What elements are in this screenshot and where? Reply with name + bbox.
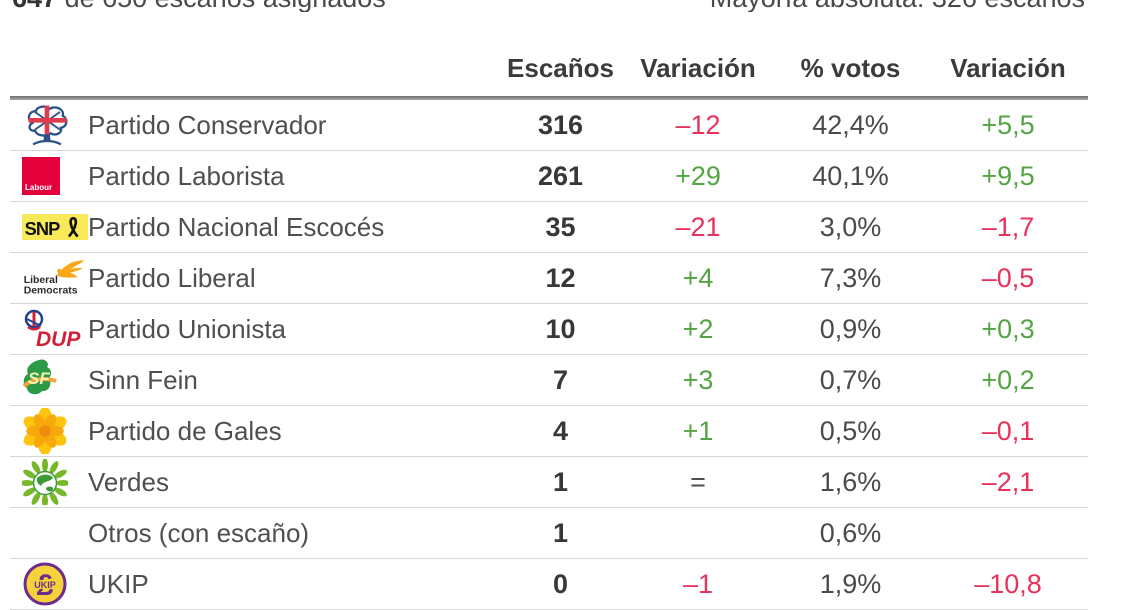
absolute-majority-text: Mayoría absoluta: 326 escaños	[710, 0, 1085, 12]
green-party-logo-icon	[10, 459, 88, 505]
seat-change-value: +4	[682, 262, 714, 293]
seats-value: 261	[537, 160, 584, 191]
sinn-fein-logo-icon: SF	[10, 358, 88, 402]
seats-value: 1	[552, 466, 569, 497]
row-partido-unionista: DUP Partido Unionista 10 +2 0,9% +0,3	[10, 304, 1088, 355]
seats-value: 0	[552, 568, 569, 599]
pct-change-value: +0,3	[981, 313, 1035, 344]
pct-change-value: –10,8	[974, 568, 1042, 599]
seat-change-value: +29	[675, 160, 721, 191]
vote-pct-value: 0,7%	[819, 364, 882, 395]
seats-value: 12	[545, 262, 576, 293]
vote-pct-value: 0,9%	[819, 313, 882, 344]
row-partido-nacional-escoces: SNP Partido Nacional Escocés 35 –21 3,0%…	[10, 202, 1088, 253]
header-seat-change: Variación	[640, 53, 756, 83]
seat-change-value: +2	[682, 313, 714, 344]
table-header: Escaños Variación % votos Variación	[10, 12, 1088, 96]
libdem-logo-icon: Liberal Democrats	[10, 257, 88, 299]
conservative-party-logo-icon	[10, 102, 88, 148]
seats-value: 10	[545, 313, 576, 344]
seat-change-value: –1	[682, 568, 714, 599]
vote-pct-value: 0,6%	[819, 517, 882, 548]
seat-change-value: +1	[682, 415, 714, 446]
assigned-seats-count: 647	[12, 0, 57, 12]
row-partido-laborista: Labour Partido Laborista 261 +29 40,1% +…	[10, 151, 1088, 202]
header-divider	[10, 96, 1088, 100]
row-verdes: Verdes 1 = 1,6% –2,1	[10, 457, 1088, 508]
vote-pct-value: 1,6%	[819, 466, 882, 497]
pct-change-value: +9,5	[981, 160, 1035, 191]
svg-text:DUP: DUP	[36, 328, 81, 350]
party-name: Partido Liberal	[88, 262, 256, 293]
vote-pct-value: 40,1%	[812, 160, 889, 191]
seats-value: 35	[545, 211, 576, 242]
seat-change-value: =	[690, 466, 706, 497]
party-name: UKIP	[88, 568, 149, 599]
row-partido-conservador: Partido Conservador 316 –12 42,4% +5,5	[10, 100, 1088, 151]
row-partido-liberal: Liberal Democrats Partido Liberal 12 +4 …	[10, 253, 1088, 304]
vote-pct-value: 7,3%	[819, 262, 882, 293]
header-vote-pct: % votos	[800, 53, 901, 83]
seat-change-value: +3	[682, 364, 714, 395]
party-name: Otros (con escaño)	[88, 517, 310, 548]
pct-change-value: –1,7	[981, 211, 1035, 242]
status-bar: 647 de 650 escaños asignados Mayoría abs…	[12, 0, 1085, 12]
party-name: Partido de Gales	[88, 415, 282, 446]
party-name: Partido Laborista	[88, 160, 285, 191]
pct-change-value: –0,1	[981, 415, 1035, 446]
assigned-seats-text: 647 de 650 escaños asignados	[12, 0, 386, 12]
seats-value: 1	[552, 517, 569, 548]
svg-text:SF: SF	[28, 369, 50, 388]
snp-logo-icon: SNP	[10, 212, 88, 242]
seat-change-value: –21	[675, 211, 721, 242]
vote-pct-value: 42,4%	[812, 109, 889, 140]
header-seats: Escaños	[507, 53, 614, 83]
seat-change-value: –12	[675, 109, 721, 140]
party-name: Partido Conservador	[88, 109, 327, 140]
row-partido-de-gales: Partido de Gales 4 +1 0,5% –0,1	[10, 406, 1088, 457]
svg-text:Labour: Labour	[25, 183, 52, 192]
plaid-cymru-logo-icon	[10, 408, 88, 454]
svg-text:Democrats: Democrats	[24, 286, 78, 297]
vote-pct-value: 0,5%	[819, 415, 882, 446]
vote-pct-value: 3,0%	[819, 211, 882, 242]
svg-text:Liberal: Liberal	[24, 275, 58, 286]
pct-change-value: –2,1	[981, 466, 1035, 497]
labour-party-logo-icon: Labour	[10, 157, 88, 195]
ukip-logo-icon: £ UKIP	[10, 561, 88, 607]
results-table: Escaños Variación % votos Variación Part…	[10, 12, 1088, 610]
vote-pct-value: 1,9%	[819, 568, 882, 599]
pct-change-value: +0,2	[981, 364, 1035, 395]
row-ukip: £ UKIP UKIP 0 –1 1,9% –10,8	[10, 559, 1088, 610]
row-sinn-fein: SF Sinn Fein 7 +3 0,7% +0,2	[10, 355, 1088, 406]
dup-logo-icon: DUP	[10, 308, 88, 350]
svg-text:SNP: SNP	[25, 218, 61, 239]
party-name: Partido Nacional Escocés	[88, 211, 385, 242]
row-otros: Otros (con escaño) 1 0,6%	[10, 508, 1088, 559]
party-name: Verdes	[88, 466, 169, 497]
seats-value: 4	[552, 415, 569, 446]
header-pct-change: Variación	[950, 53, 1066, 83]
party-name: Partido Unionista	[88, 313, 286, 344]
party-name: Sinn Fein	[88, 364, 198, 395]
seats-value: 316	[537, 109, 584, 140]
pct-change-value: –0,5	[981, 262, 1035, 293]
seats-value: 7	[552, 364, 569, 395]
svg-text:UKIP: UKIP	[34, 580, 56, 590]
pct-change-value: +5,5	[981, 109, 1035, 140]
